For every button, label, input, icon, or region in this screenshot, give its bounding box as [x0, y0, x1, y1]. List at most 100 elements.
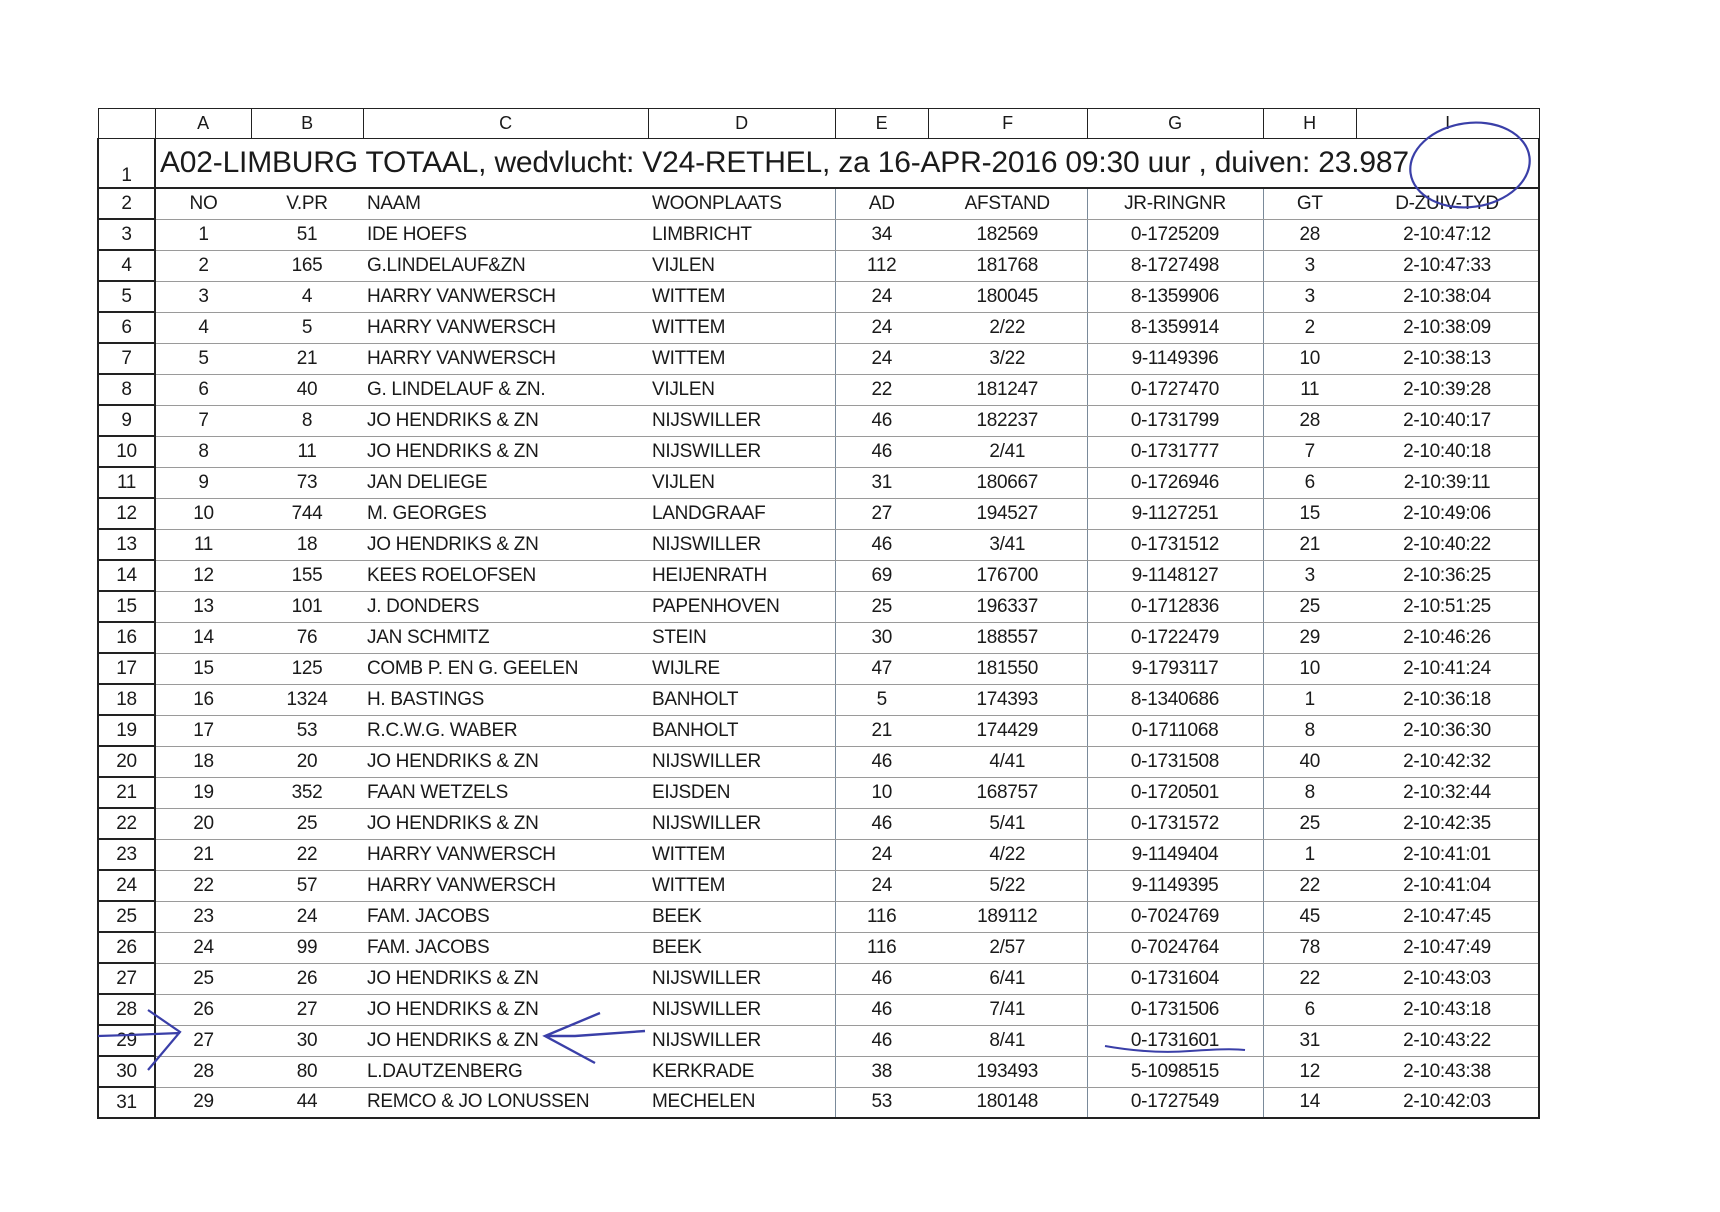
- cell-gt: 78: [1262, 932, 1356, 964]
- table-row: 31 29 44 REMCO & JO LONUSSEN MECHELEN 53 18014…: [97, 1087, 1540, 1119]
- cell-gt: 10: [1262, 343, 1356, 375]
- cell-d-zuiv-tyd: 2-10:43:38: [1356, 1056, 1540, 1088]
- cell-afstand: 176700: [928, 560, 1087, 592]
- cell-jr-ringnr: 0-1731604: [1086, 963, 1263, 995]
- column-letter: C: [362, 108, 649, 139]
- cell-afstand: 168757: [928, 777, 1087, 809]
- cell-d-zuiv-tyd: 2-10:47:33: [1356, 250, 1540, 282]
- cell-ad: 24: [834, 281, 928, 313]
- column-letter: A: [154, 108, 252, 139]
- cell-v-pr: 30: [251, 1025, 363, 1057]
- cell-ad: 46: [834, 746, 928, 778]
- cell-jr-ringnr: 8-1359914: [1086, 312, 1263, 344]
- cell-naam: M. GEORGES: [363, 498, 648, 530]
- cell-v-pr: 25: [251, 808, 363, 840]
- cell-gt: 6: [1262, 994, 1356, 1026]
- cell-no: 14: [155, 622, 251, 654]
- table-row: 17 15 125 COMB P. EN G. GEELEN WIJLRE 47 18155…: [97, 653, 1540, 685]
- cell-no: 18: [155, 746, 251, 778]
- cell-naam: JO HENDRIKS & ZN: [363, 746, 648, 778]
- cell-ad: 46: [834, 405, 928, 437]
- cell-v-pr: 5: [251, 312, 363, 344]
- table-row: 5 3 4 HARRY VANWERSCH WITTEM 24 180045 8-135990…: [97, 281, 1540, 313]
- cell-jr-ringnr: 0-1725209: [1086, 219, 1263, 251]
- cell-v-pr: 18: [251, 529, 363, 561]
- column-header: GT: [1262, 188, 1356, 220]
- spreadsheet-printout: A B C D E F G H I 1 A02-LIMBURG TOTAAL, wedvlucht:…: [97, 108, 1540, 1119]
- cell-d-zuiv-tyd: 2-10:42:32: [1356, 746, 1540, 778]
- table-row: 11 9 73 JAN DELIEGE VIJLEN 31 180667 0-1726946 6…: [97, 467, 1540, 499]
- cell-naam: COMB P. EN G. GEELEN: [363, 653, 648, 685]
- cell-woonplaats: MECHELEN: [648, 1087, 835, 1119]
- cell-naam: HARRY VANWERSCH: [363, 870, 648, 902]
- cell-ad: 116: [834, 901, 928, 933]
- cell-jr-ringnr: 9-1149395: [1086, 870, 1263, 902]
- cell-afstand: 194527: [928, 498, 1087, 530]
- cell-v-pr: 53: [251, 715, 363, 747]
- cell-jr-ringnr: 0-1731601: [1086, 1025, 1263, 1057]
- row-number: 8: [97, 374, 156, 406]
- cell-ad: 24: [834, 312, 928, 344]
- cell-v-pr: 40: [251, 374, 363, 406]
- cell-v-pr: 57: [251, 870, 363, 902]
- cell-naam: G. LINDELAUF & ZN.: [363, 374, 648, 406]
- cell-no: 2: [155, 250, 251, 282]
- cell-no: 16: [155, 684, 251, 716]
- cell-v-pr: 80: [251, 1056, 363, 1088]
- column-letter: E: [834, 108, 929, 139]
- row-number: 11: [97, 467, 156, 499]
- column-header: AD: [834, 188, 928, 220]
- cell-afstand: 3/41: [928, 529, 1087, 561]
- table-row: 10 8 11 JO HENDRIKS & ZN NIJSWILLER 46 2/41 0-1…: [97, 436, 1540, 468]
- cell-woonplaats: NIJSWILLER: [648, 808, 835, 840]
- cell-naam: JAN SCHMITZ: [363, 622, 648, 654]
- cell-afstand: 180148: [928, 1087, 1087, 1119]
- cell-v-pr: 125: [251, 653, 363, 685]
- cell-no: 9: [155, 467, 251, 499]
- cell-woonplaats: NIJSWILLER: [648, 405, 835, 437]
- cell-v-pr: 1324: [251, 684, 363, 716]
- cell-d-zuiv-tyd: 2-10:46:26: [1356, 622, 1540, 654]
- cell-jr-ringnr: 0-1712836: [1086, 591, 1263, 623]
- row-number: 5: [97, 281, 156, 313]
- cell-ad: 10: [834, 777, 928, 809]
- cell-jr-ringnr: 5-1098515: [1086, 1056, 1263, 1088]
- cell-naam: KEES ROELOFSEN: [363, 560, 648, 592]
- cell-d-zuiv-tyd: 2-10:38:04: [1356, 281, 1540, 313]
- row-number: 27: [97, 963, 156, 995]
- cell-jr-ringnr: 0-1731572: [1086, 808, 1263, 840]
- column-header: WOONPLAATS: [648, 188, 835, 220]
- row-number: 18: [97, 684, 156, 716]
- row-number: 13: [97, 529, 156, 561]
- cell-no: 22: [155, 870, 251, 902]
- cell-ad: 25: [834, 591, 928, 623]
- table-row: 30 28 80 L.DAUTZENBERG KERKRADE 38 193493 5-109…: [97, 1056, 1540, 1088]
- cell-jr-ringnr: 0-1726946: [1086, 467, 1263, 499]
- cell-gt: 10: [1262, 653, 1356, 685]
- row-number: 21: [97, 777, 156, 809]
- cell-gt: 45: [1262, 901, 1356, 933]
- cell-d-zuiv-tyd: 2-10:43:18: [1356, 994, 1540, 1026]
- cell-gt: 8: [1262, 777, 1356, 809]
- cell-ad: 53: [834, 1087, 928, 1119]
- cell-woonplaats: WITTEM: [648, 839, 835, 871]
- cell-naam: L.DAUTZENBERG: [363, 1056, 648, 1088]
- row-number: 26: [97, 932, 156, 964]
- cell-jr-ringnr: 0-7024764: [1086, 932, 1263, 964]
- cell-naam: HARRY VANWERSCH: [363, 343, 648, 375]
- column-header: NAAM: [363, 188, 648, 220]
- cell-woonplaats: WITTEM: [648, 870, 835, 902]
- table-row: 6 4 5 HARRY VANWERSCH WITTEM 24 2/22 8-1359914 2…: [97, 312, 1540, 344]
- column-header: AFSTAND: [928, 188, 1087, 220]
- cell-no: 20: [155, 808, 251, 840]
- cell-d-zuiv-tyd: 2-10:40:18: [1356, 436, 1540, 468]
- cell-afstand: 174429: [928, 715, 1087, 747]
- cell-afstand: 7/41: [928, 994, 1087, 1026]
- cell-afstand: 6/41: [928, 963, 1087, 995]
- table-row: 28 26 27 JO HENDRIKS & ZN NIJSWILLER 46 7/41 0-…: [97, 994, 1540, 1026]
- cell-ad: 31: [834, 467, 928, 499]
- table-row: 13 11 18 JO HENDRIKS & ZN NIJSWILLER 46 3/41 0-…: [97, 529, 1540, 561]
- cell-woonplaats: NIJSWILLER: [648, 436, 835, 468]
- cell-gt: 22: [1262, 963, 1356, 995]
